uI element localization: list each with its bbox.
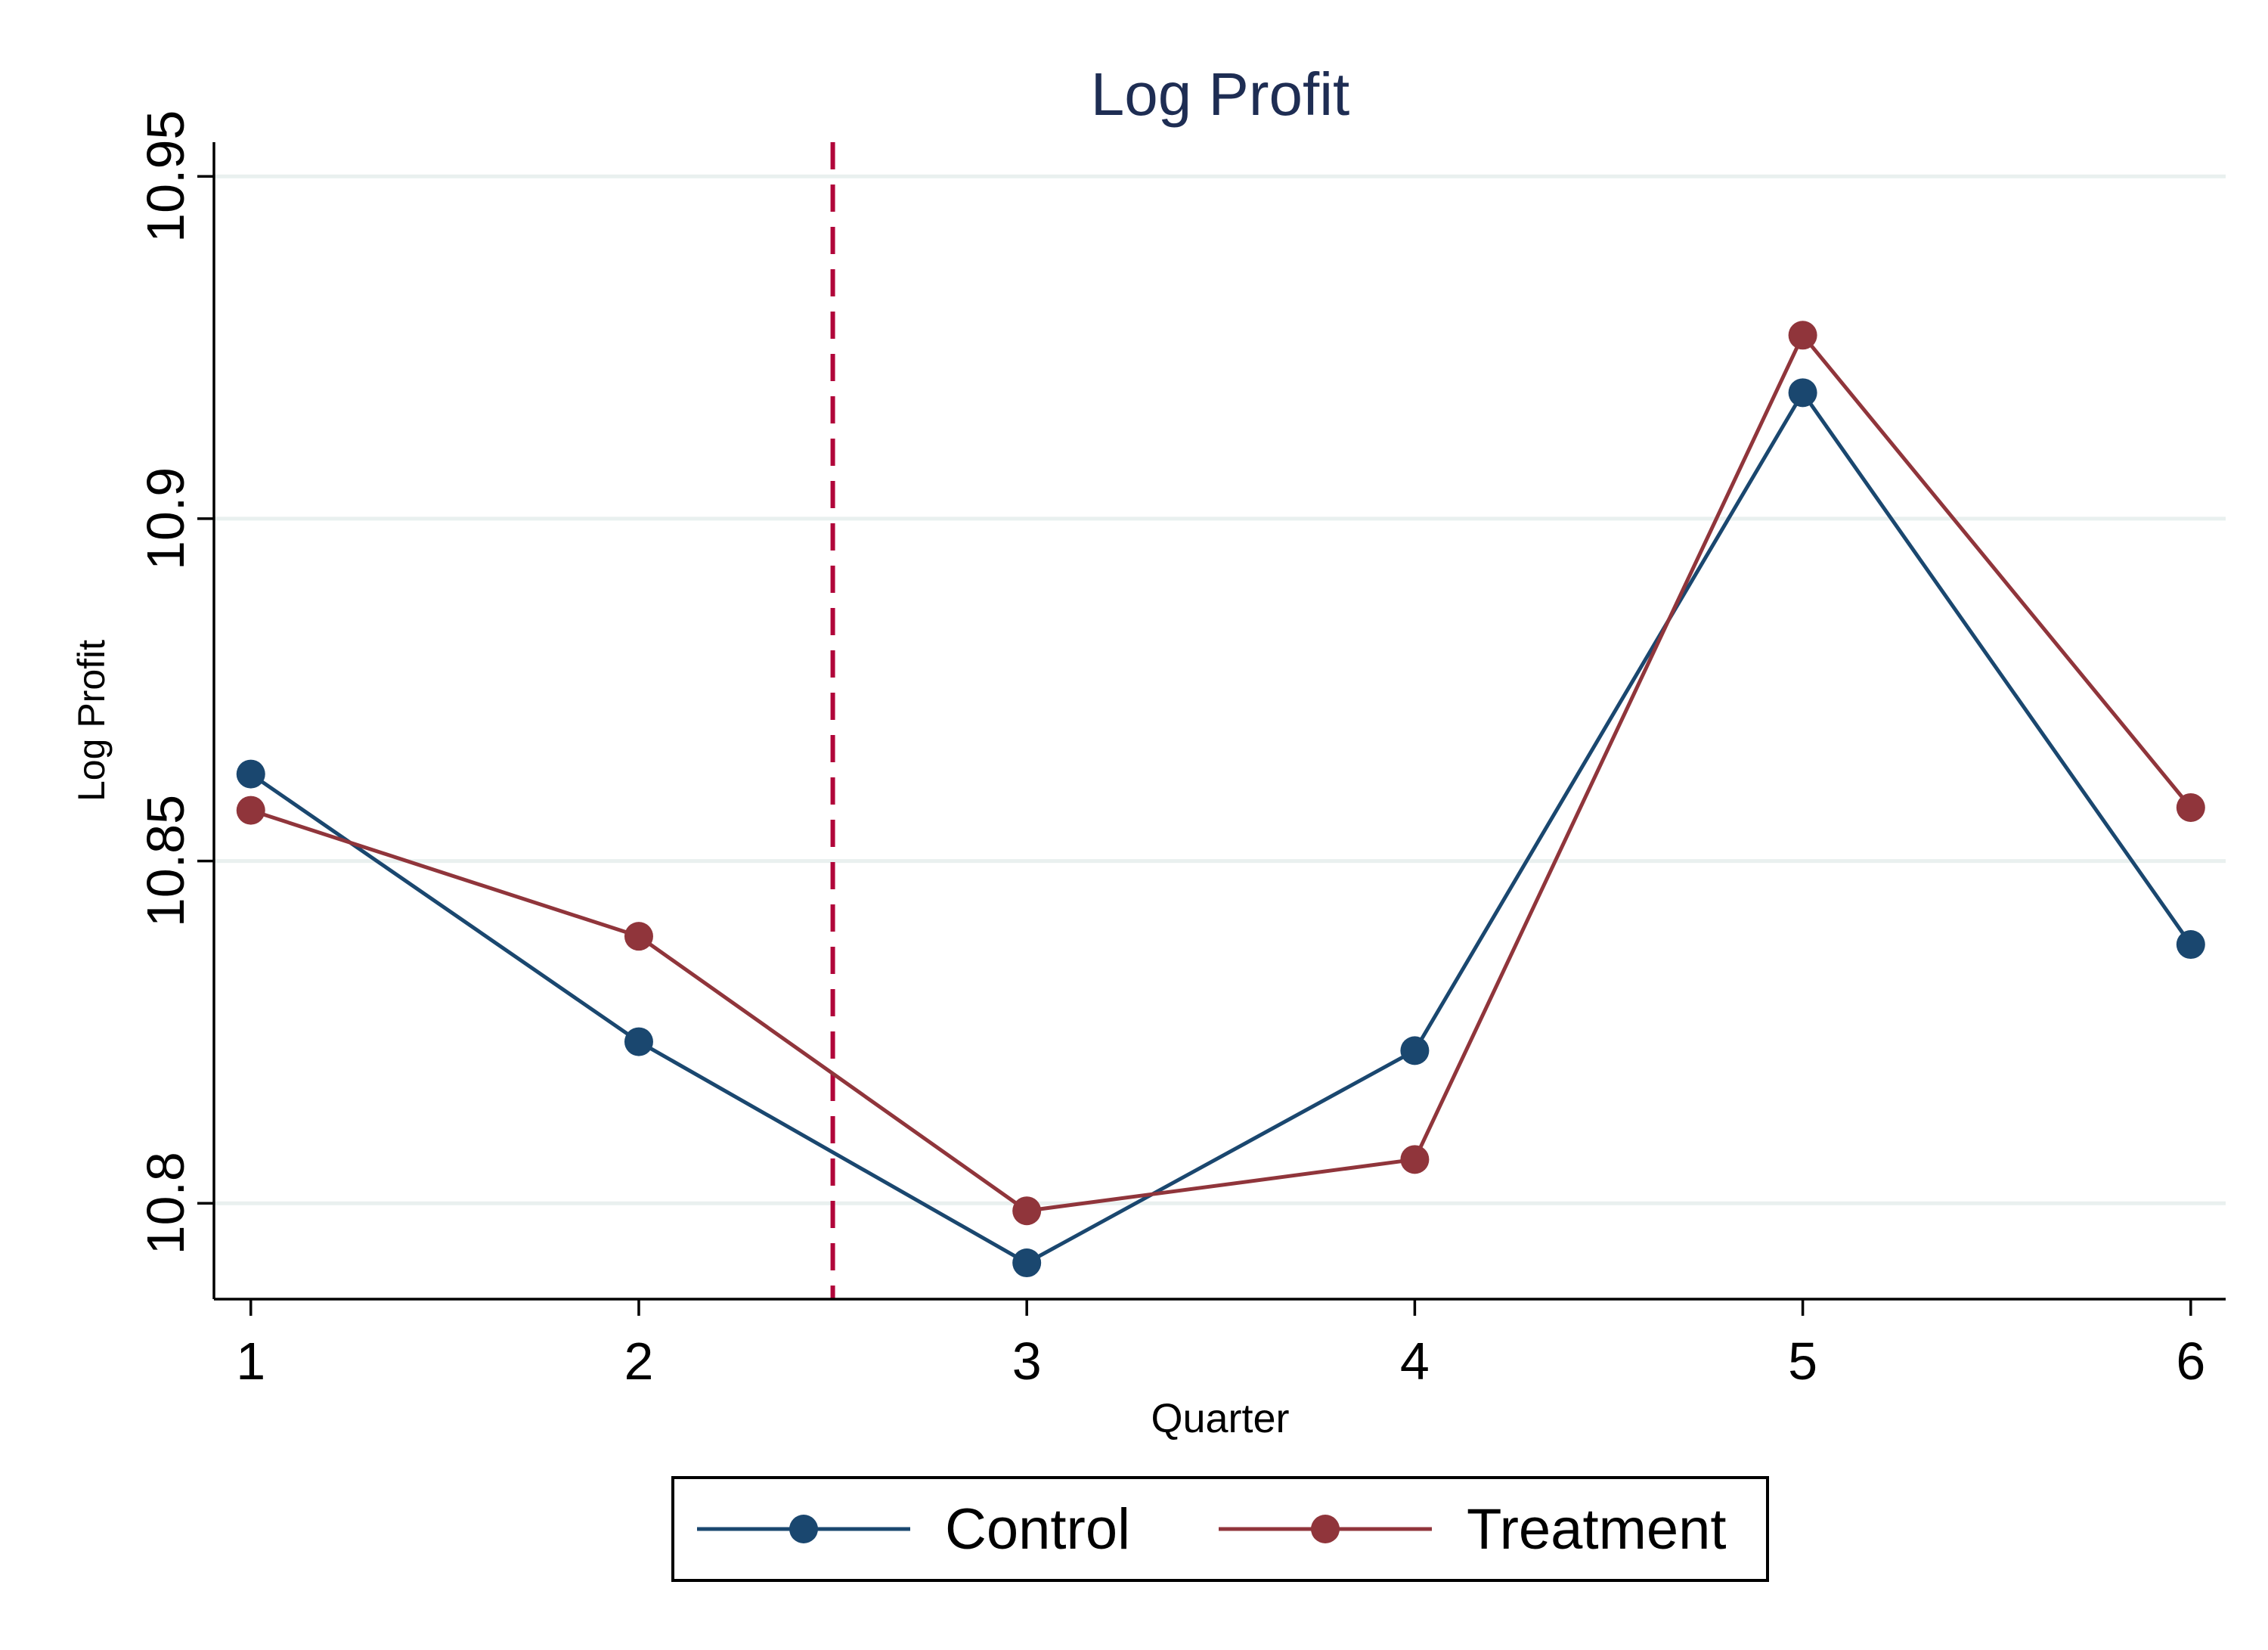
data-point-treatment xyxy=(624,922,653,951)
data-point-control xyxy=(1012,1248,1042,1278)
chart-title: Log Profit xyxy=(1091,60,1349,128)
data-point-control xyxy=(1788,378,1817,408)
x-axis-label: Quarter xyxy=(1151,1396,1289,1441)
data-point-control xyxy=(624,1027,653,1056)
series-line-treatment xyxy=(249,333,2192,1213)
data-point-treatment xyxy=(1400,1145,1430,1174)
x-tick-label: 6 xyxy=(2176,1332,2205,1391)
data-point-treatment xyxy=(1012,1196,1042,1226)
data-point-treatment xyxy=(2176,792,2205,822)
legend: Control Treatment xyxy=(671,1476,1769,1582)
series-line-control xyxy=(249,390,2192,1265)
data-point-treatment xyxy=(1788,321,1817,350)
legend-marker-control xyxy=(789,1515,818,1543)
data-point-control xyxy=(2176,930,2205,960)
data-point-treatment xyxy=(236,796,265,825)
x-tick-label: 1 xyxy=(236,1332,265,1391)
data-point-control xyxy=(236,759,265,789)
y-tick-label: 10.95 xyxy=(136,110,195,243)
x-tick-label: 5 xyxy=(1788,1332,1817,1391)
y-tick-label: 10.85 xyxy=(136,795,195,927)
legend-label-control: Control xyxy=(945,1497,1130,1562)
legend-marker-treatment xyxy=(1311,1515,1340,1543)
x-tick-label: 4 xyxy=(1400,1332,1430,1391)
x-tick-label: 2 xyxy=(624,1332,653,1391)
y-tick-label: 10.8 xyxy=(136,1152,195,1255)
gridlines xyxy=(214,174,2226,1205)
y-axis-ticks: 10.8 10.85 10.9 10.95 xyxy=(136,110,214,1255)
x-tick-label: 3 xyxy=(1012,1332,1042,1391)
legend-items: Control Treatment xyxy=(697,1497,1727,1562)
x-axis-ticks: 1 2 3 4 5 6 xyxy=(236,1299,2205,1391)
data-point-control xyxy=(1400,1036,1430,1065)
series-group xyxy=(236,321,2205,1278)
y-tick-label: 10.9 xyxy=(136,467,195,570)
legend-label-treatment: Treatment xyxy=(1467,1497,1727,1562)
y-axis-label: Log Profit xyxy=(70,640,113,802)
